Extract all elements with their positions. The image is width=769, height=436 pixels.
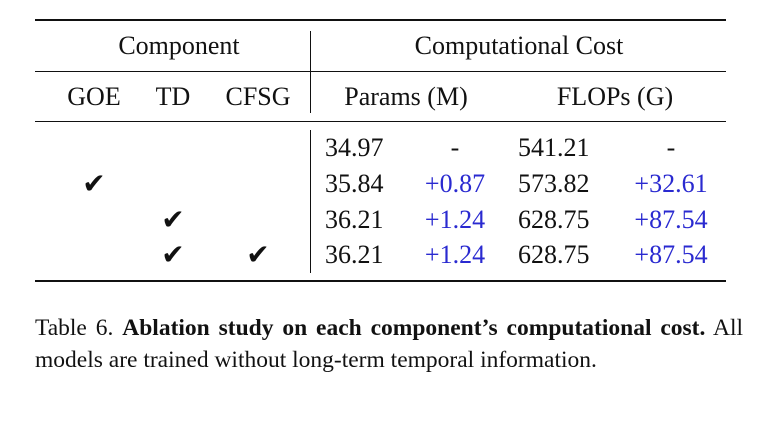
row4-params-delta: +1.24 (424, 240, 486, 269)
header-flops: FLOPs (G) (556, 82, 674, 111)
row4-flops-delta: +87.54 (634, 240, 708, 269)
header-rule (35, 121, 726, 122)
row2-flops-delta: +32.61 (634, 169, 708, 198)
row4-cfsg-check-icon: ✔ (246, 238, 270, 271)
caption-bold-title: Ablation study on each component’s compu… (122, 315, 706, 341)
vertical-separator-body (310, 130, 311, 273)
row1-flops-delta: - (666, 133, 676, 162)
header-computational-cost: Computational Cost (414, 31, 624, 60)
caption-text: All models are trained without long-term… (35, 315, 744, 373)
row3-params: 36.21 (325, 205, 384, 234)
row2-params-delta: +0.87 (424, 169, 486, 198)
top-rule (35, 19, 726, 21)
row3-td-check-icon: ✔ (161, 203, 185, 236)
row2-flops: 573.82 (518, 169, 590, 198)
header-td: TD (155, 82, 191, 111)
row1-params-delta: - (450, 133, 460, 162)
row3-flops-delta: +87.54 (634, 205, 708, 234)
vertical-separator-header (310, 31, 311, 113)
row4-flops: 628.75 (518, 240, 590, 269)
row4-params: 36.21 (325, 240, 384, 269)
row2-goe-check-icon: ✔ (82, 167, 106, 200)
header-group-rule (35, 71, 726, 72)
bottom-rule (35, 280, 726, 282)
row1-params: 34.97 (325, 133, 384, 162)
row4-td-check-icon: ✔ (161, 238, 185, 271)
header-cfsg: CFSG (225, 82, 291, 111)
header-params: Params (M) (344, 82, 468, 111)
table-caption: Table 6. Ablation study on each componen… (35, 312, 743, 376)
caption-label: Table 6. (35, 315, 114, 341)
row2-params: 35.84 (325, 169, 384, 198)
row3-flops: 628.75 (518, 205, 590, 234)
header-component: Component (118, 31, 240, 60)
row1-flops: 541.21 (518, 133, 590, 162)
row3-params-delta: +1.24 (424, 205, 486, 234)
header-goe: GOE (67, 82, 121, 111)
